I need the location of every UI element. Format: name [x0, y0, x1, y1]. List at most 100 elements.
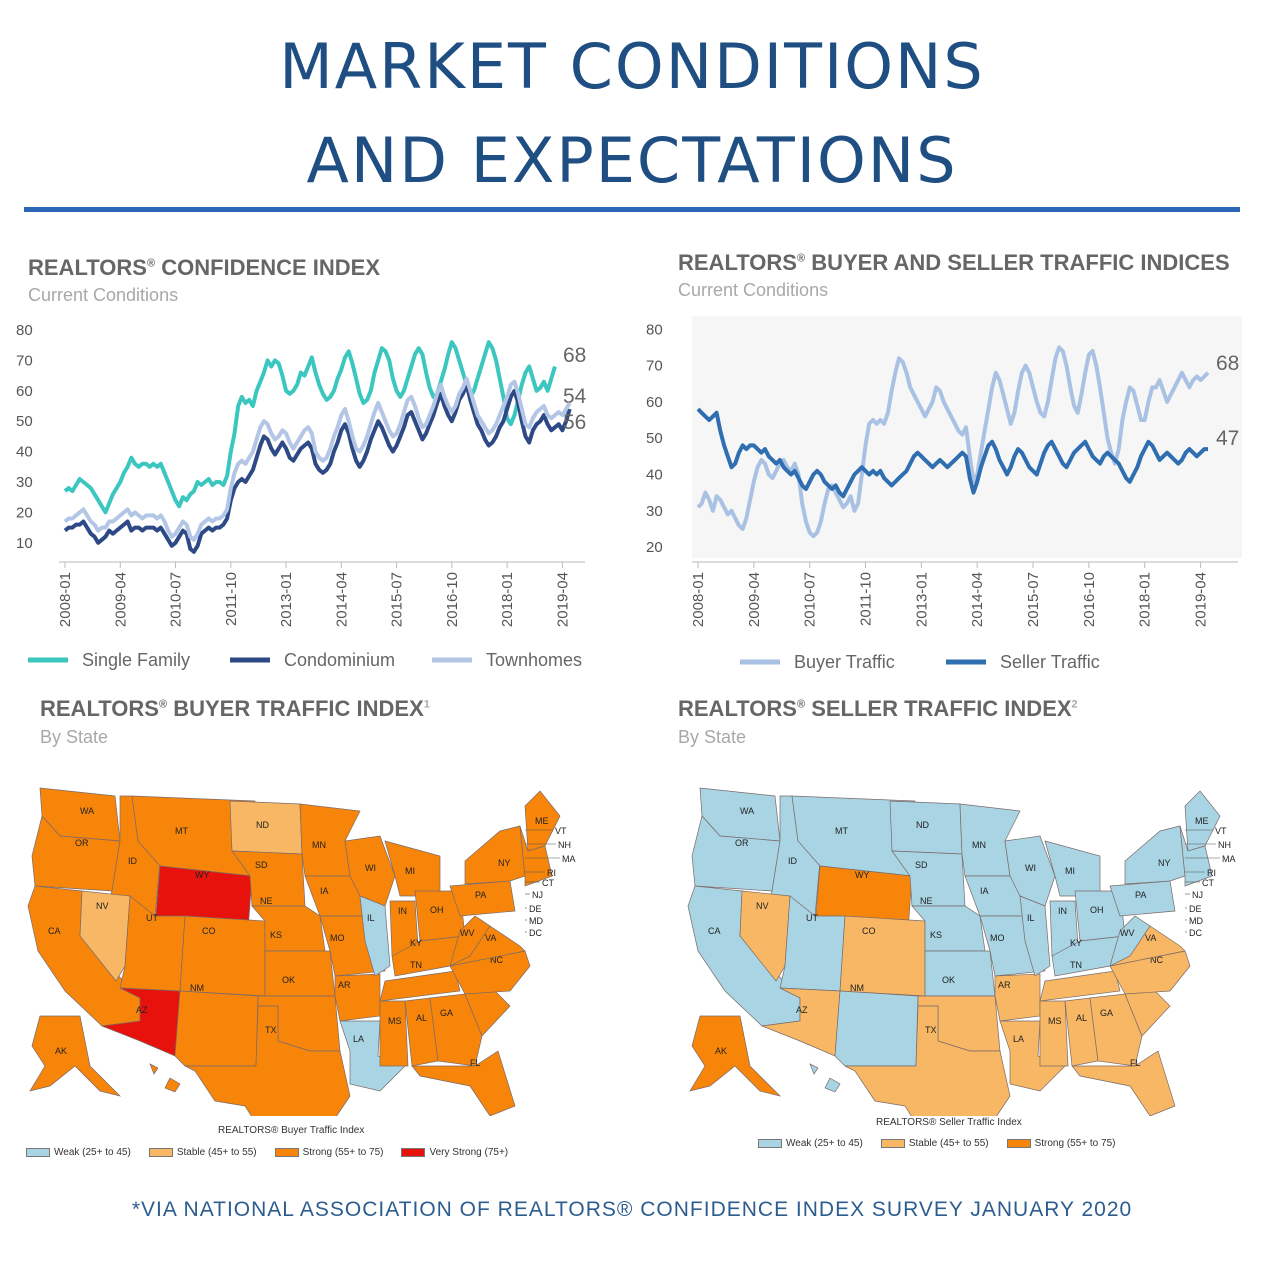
- state-label: MS: [1048, 1016, 1062, 1026]
- state-label: AR: [998, 980, 1011, 990]
- state-il: [1019, 895, 1051, 977]
- state-label: KY: [410, 938, 422, 948]
- state-label: IA: [980, 886, 989, 896]
- state-label: WV: [460, 928, 475, 938]
- legend-swatch: [274, 1148, 299, 1157]
- state-label: CO: [862, 926, 876, 936]
- state-hi: [809, 1063, 819, 1075]
- state-tn: [379, 970, 461, 1002]
- y-tick-label: 70: [16, 352, 33, 369]
- state-ak: [29, 1015, 122, 1097]
- state-label: NY: [498, 858, 511, 868]
- y-tick-label: 80: [646, 321, 663, 338]
- state-label: ID: [128, 856, 138, 866]
- state-label: NJ: [532, 890, 543, 900]
- confidence-chart-title: REALTORS® CONFIDENCE INDEX: [28, 255, 381, 280]
- seller-traffic-map: WA OR CA ID NV MT WY UT AZ CO NM ND SD NE KS OK TX MN IA MO…: [687, 787, 1236, 1116]
- x-tick-label: 2009-04: [746, 572, 763, 627]
- state-label: IL: [1027, 913, 1035, 923]
- state-ks: [264, 950, 336, 997]
- confidence-index-chart: 10 20 30 40 50 60 70 80 2008-01 2009-04 2010-07 201…: [16, 322, 587, 670]
- state-label: MI: [405, 866, 415, 876]
- state-ny: [1124, 825, 1186, 885]
- state-label: DE: [529, 904, 542, 914]
- state-label: IL: [367, 913, 375, 923]
- state-label: NH: [1218, 840, 1231, 850]
- state-label: PA: [1135, 890, 1146, 900]
- state-label: PA: [475, 890, 486, 900]
- x-tick-label: 2008-01: [57, 572, 74, 627]
- state-label: AR: [338, 980, 351, 990]
- state-label: VA: [485, 933, 496, 943]
- state-label: TN: [1070, 960, 1082, 970]
- traffic-indices-chart: 20 30 40 50 60 70 80 2008-01 2009-04 2010-07 2011-…: [646, 316, 1242, 672]
- state-label: UT: [806, 913, 818, 923]
- state-label: LA: [1013, 1034, 1024, 1044]
- legend-label: Single Family: [82, 650, 190, 670]
- state-label: NH: [558, 840, 571, 850]
- x-tick-label: 2008-01: [690, 572, 707, 627]
- state-label: DC: [1189, 928, 1202, 938]
- x-tick-label: 2014-04: [969, 572, 986, 627]
- state-label: FL: [1130, 1058, 1141, 1068]
- state-me: [1184, 790, 1221, 852]
- map-legend-item: Weak (25+ to 45): [758, 1138, 863, 1149]
- series-line-condominium: [63, 382, 572, 554]
- state-ga: [1089, 993, 1143, 1067]
- state-label: TX: [925, 1025, 937, 1035]
- state-label: IN: [398, 906, 407, 916]
- state-label: UT: [146, 913, 158, 923]
- state-label: VT: [555, 826, 567, 836]
- state-label: GA: [1100, 1008, 1113, 1018]
- y-tick-label: 30: [16, 474, 33, 491]
- series-end-label: 47: [1216, 427, 1239, 450]
- state-label: TN: [410, 960, 422, 970]
- state-label: WI: [1025, 863, 1036, 873]
- legend-label: Weak (25+ to 45): [786, 1138, 863, 1149]
- state-label: NV: [96, 901, 109, 911]
- state-label: MD: [529, 916, 543, 926]
- state-wv: [1109, 915, 1151, 967]
- series-end-label: 54: [563, 385, 587, 408]
- x-tick-label: 2015-07: [1025, 572, 1042, 627]
- state-label: ME: [535, 816, 549, 826]
- legend-label: Very Strong (75+): [429, 1147, 509, 1158]
- x-tick-label: 2016-10: [444, 572, 461, 627]
- legend-label: Seller Traffic: [1000, 652, 1100, 672]
- state-label: RI: [547, 868, 556, 878]
- seller-map-subtitle: By State: [678, 727, 747, 747]
- state-label: OK: [942, 975, 955, 985]
- state-label: WY: [195, 870, 210, 880]
- state-label: WI: [365, 863, 376, 873]
- state-label: GA: [440, 1008, 453, 1018]
- map-legend-item: Weak (25+ to 45): [26, 1147, 131, 1158]
- x-tick-label: 2010-07: [802, 572, 819, 627]
- state-label: AZ: [796, 1005, 808, 1015]
- legend-swatch: [1006, 1139, 1031, 1148]
- state-label: MN: [312, 840, 326, 850]
- map-legend-item: Very Strong (75+): [401, 1147, 508, 1158]
- source-footnote: *VIA NATIONAL ASSOCIATION OF REALTORS® C…: [131, 1198, 1133, 1221]
- x-tick-label: 2016-10: [1081, 572, 1098, 627]
- state-label: WA: [740, 806, 754, 816]
- state-label: ID: [788, 856, 798, 866]
- x-tick-label: 2018-01: [1137, 572, 1154, 627]
- state-label: TX: [265, 1025, 277, 1035]
- state-hi: [149, 1063, 159, 1075]
- state-label: NC: [1150, 955, 1163, 965]
- state-label: AZ: [136, 1005, 148, 1015]
- state-ms: [379, 1000, 409, 1067]
- state-label: RI: [1207, 868, 1216, 878]
- state-tx: [184, 1005, 351, 1116]
- state-label: MT: [175, 826, 188, 836]
- legend-swatch: [880, 1139, 905, 1148]
- state-ga: [429, 993, 483, 1067]
- y-tick-label: 50: [16, 413, 33, 430]
- state-label: OR: [75, 838, 89, 848]
- x-tick-label: 2019-04: [1193, 572, 1210, 627]
- state-label: OR: [735, 838, 749, 848]
- state-wv: [449, 915, 491, 967]
- state-label: NY: [1158, 858, 1171, 868]
- state-label: CA: [48, 926, 61, 936]
- y-tick-label: 50: [646, 430, 663, 447]
